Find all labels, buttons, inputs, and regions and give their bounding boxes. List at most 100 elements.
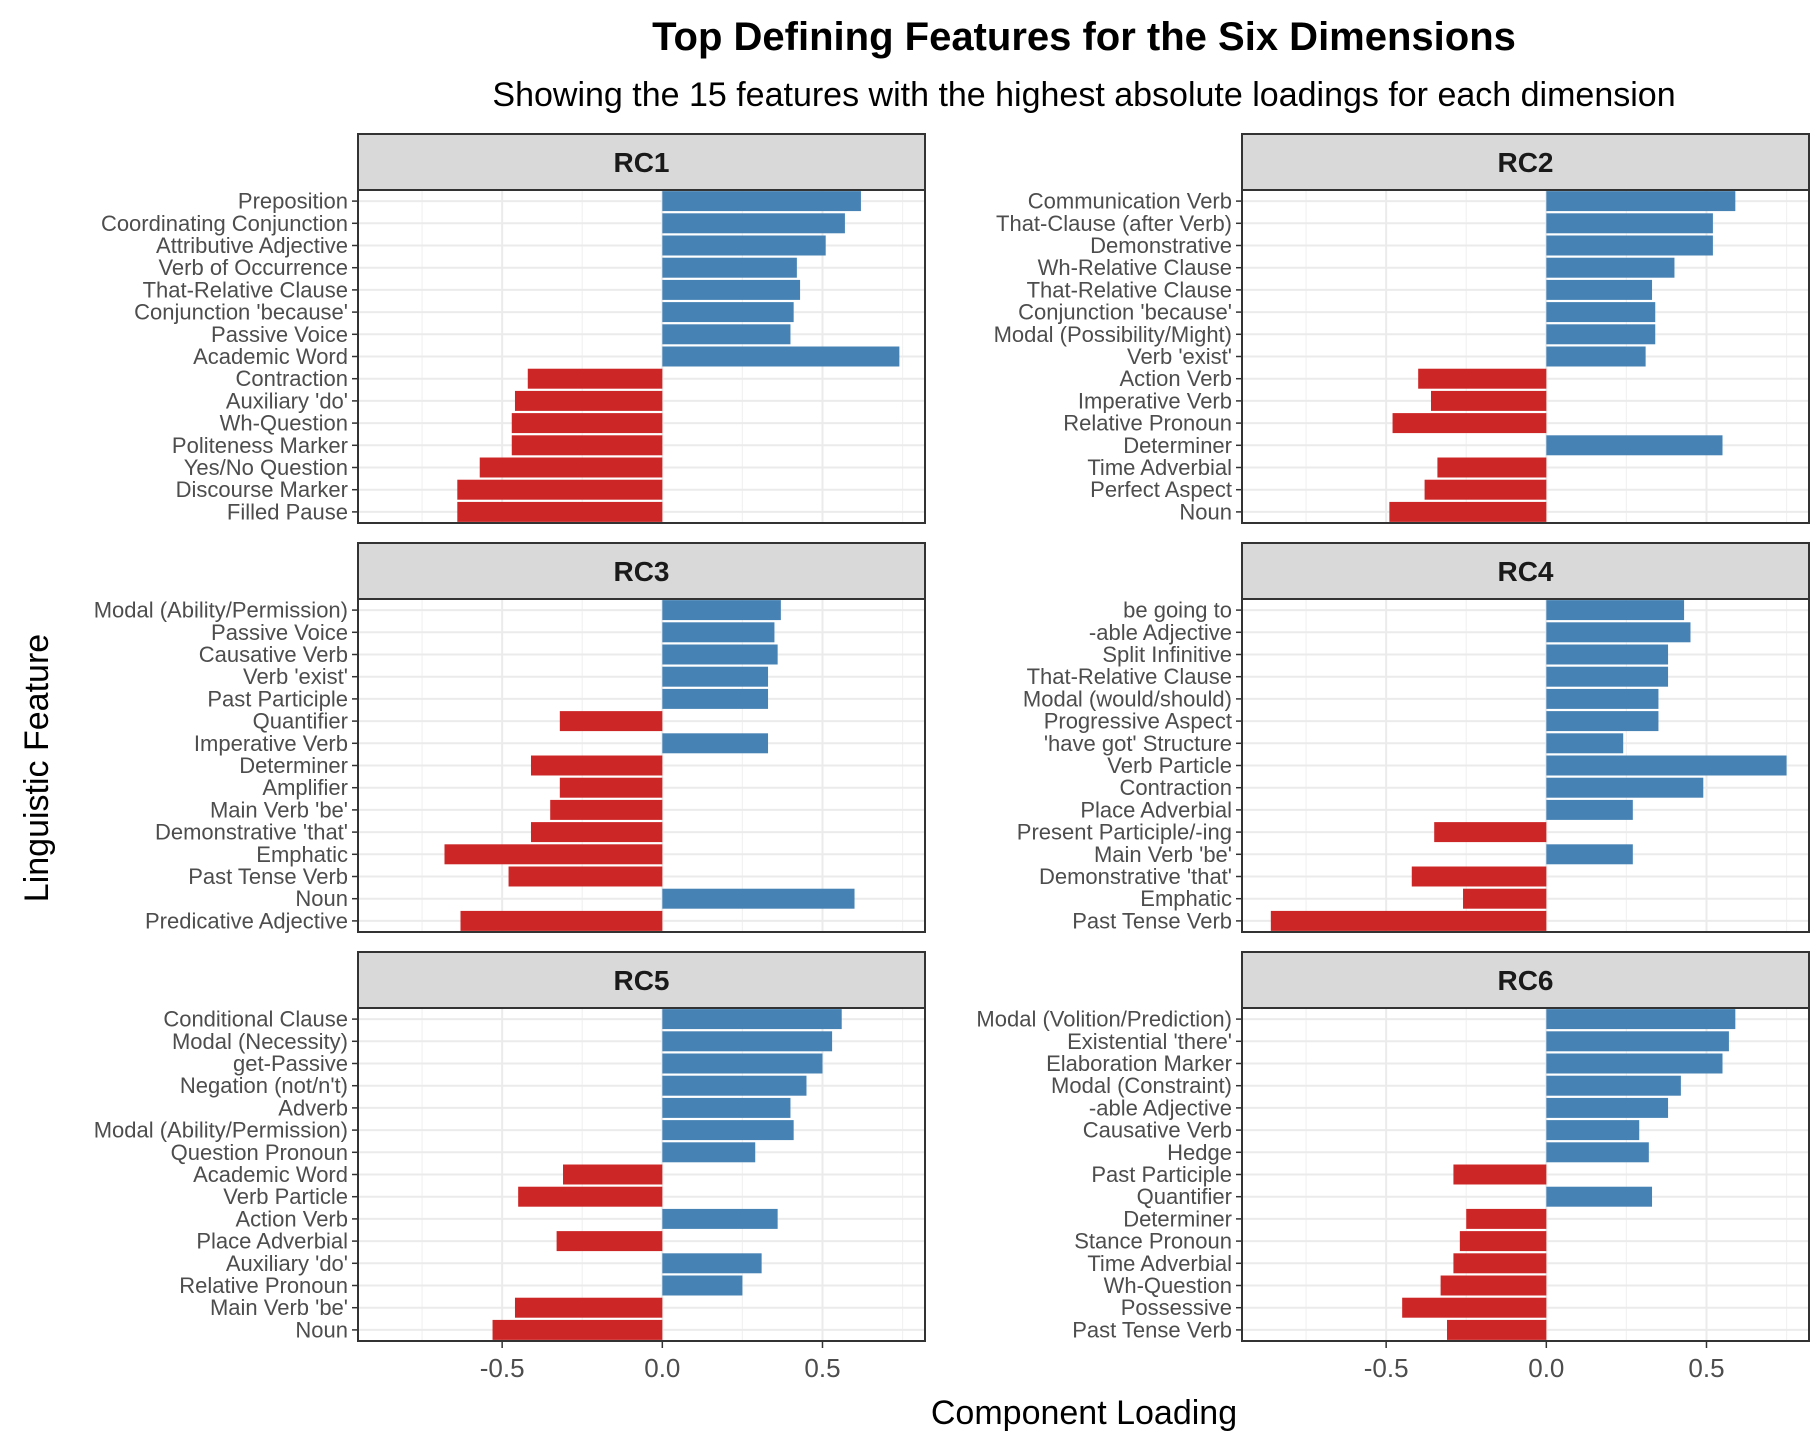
bar xyxy=(1546,755,1787,776)
bar xyxy=(662,302,794,323)
x-tick-label: -0.5 xyxy=(480,1353,525,1383)
category-label: Question Pronoun xyxy=(171,1140,348,1165)
bar xyxy=(1546,688,1659,709)
bar xyxy=(662,666,769,687)
bar xyxy=(1546,1097,1669,1118)
category-label: Main Verb 'be' xyxy=(1094,842,1232,867)
panel-border xyxy=(1241,189,1810,524)
bar xyxy=(559,711,663,732)
x-tick-label: 0.5 xyxy=(804,1353,840,1383)
bar xyxy=(1546,777,1704,798)
bar xyxy=(1546,799,1633,820)
category-label: Conjunction 'because' xyxy=(1018,300,1232,325)
category-label: Verb of Occurrence xyxy=(158,255,348,280)
bar xyxy=(530,755,663,776)
bar xyxy=(662,1053,823,1074)
category-label: 'have got' Structure xyxy=(1044,731,1232,756)
category-label: Verb Particle xyxy=(223,1184,348,1209)
category-label: Hedge xyxy=(1167,1140,1232,1165)
category-label: get-Passive xyxy=(233,1051,348,1076)
category-label: Noun xyxy=(295,1317,348,1342)
category-label: -able Adjective xyxy=(1089,620,1232,645)
chart-subtitle: Showing the 15 features with the highest… xyxy=(492,76,1675,114)
bar xyxy=(662,1009,842,1030)
category-label: Elaboration Marker xyxy=(1046,1051,1232,1076)
category-label: Contraction xyxy=(235,366,348,391)
category-label: Negation (not/n't) xyxy=(180,1073,348,1098)
category-label: Time Adverbial xyxy=(1087,1251,1232,1276)
category-label: Past Participle xyxy=(1091,1162,1232,1187)
category-label: Wh-Relative Clause xyxy=(1038,255,1232,280)
bar xyxy=(1424,479,1547,500)
bar xyxy=(662,1031,833,1052)
bar xyxy=(444,844,663,865)
category-label: Modal (Possibility/Might) xyxy=(994,322,1232,347)
category-label: Noun xyxy=(1179,499,1232,524)
category-label: Predicative Adjective xyxy=(145,908,348,933)
bar xyxy=(492,1319,663,1340)
bar xyxy=(1459,1231,1547,1252)
bar xyxy=(1411,866,1547,887)
category-label: Emphatic xyxy=(1140,886,1232,911)
bar xyxy=(1392,413,1547,434)
bar xyxy=(1434,822,1547,843)
bar xyxy=(1270,910,1547,931)
category-label: Adverb xyxy=(278,1095,348,1120)
panel-rc3: RC3 Modal (Ability/Permission)Passive Voi… xyxy=(94,542,926,933)
category-label: Imperative Verb xyxy=(194,731,348,756)
category-label: Main Verb 'be' xyxy=(210,1295,348,1320)
panel-border xyxy=(1241,1007,1810,1342)
bar xyxy=(662,600,781,621)
bar xyxy=(1440,1275,1547,1296)
category-label: Filled Pause xyxy=(227,499,348,524)
category-label: Place Adverbial xyxy=(1080,797,1232,822)
panel-border xyxy=(357,189,926,524)
x-tick-label: 0.0 xyxy=(644,1353,680,1383)
bar xyxy=(514,390,663,411)
bar xyxy=(662,688,769,709)
bar xyxy=(1453,1253,1547,1274)
bar xyxy=(1546,644,1669,665)
category-label: Academic Word xyxy=(193,1162,348,1187)
bar xyxy=(1546,1031,1729,1052)
category-label: That-Relative Clause xyxy=(1027,277,1232,302)
bar xyxy=(662,324,791,345)
category-label: -able Adjective xyxy=(1089,1095,1232,1120)
category-label: Action Verb xyxy=(235,1206,348,1231)
x-axis-title: Component Loading xyxy=(931,1394,1237,1432)
category-label: Action Verb xyxy=(1119,366,1232,391)
bar xyxy=(662,1253,762,1274)
bar xyxy=(527,368,663,389)
bar xyxy=(1546,191,1736,212)
bar xyxy=(662,1208,778,1229)
category-label: Noun xyxy=(295,886,348,911)
category-label: Verb 'exist' xyxy=(1127,344,1232,369)
bar xyxy=(1546,346,1646,367)
panel-border xyxy=(1241,598,1810,933)
bar xyxy=(479,457,663,478)
category-label: Stance Pronoun xyxy=(1074,1229,1232,1254)
bar xyxy=(662,1142,756,1163)
bar xyxy=(662,644,778,665)
x-tick-label: 0.0 xyxy=(1528,1353,1564,1383)
category-label: Place Adverbial xyxy=(196,1229,348,1254)
category-label: Relative Pronoun xyxy=(1063,411,1232,436)
category-label: Academic Word xyxy=(193,344,348,369)
category-label: Auxiliary 'do' xyxy=(226,388,348,413)
y-axis-title: Linguistic Feature xyxy=(18,634,56,902)
bar xyxy=(1546,1142,1649,1163)
bar xyxy=(518,1186,663,1207)
bar xyxy=(1546,302,1656,323)
bar xyxy=(1546,733,1624,754)
bar xyxy=(1418,368,1547,389)
category-label: Determiner xyxy=(1123,433,1232,458)
bar xyxy=(1437,457,1547,478)
category-label: That-Relative Clause xyxy=(143,277,348,302)
strip-background xyxy=(1241,951,1810,1009)
bar xyxy=(662,1097,791,1118)
